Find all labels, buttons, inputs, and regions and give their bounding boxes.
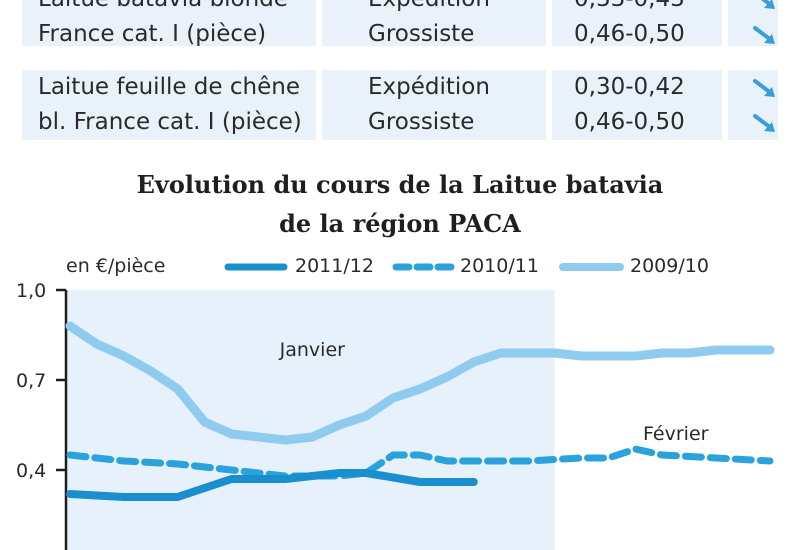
y-axis-unit: en €/pièce [66, 255, 166, 277]
market-stage: Expédition [368, 74, 490, 100]
column-divider [546, 70, 552, 140]
legend-label: 2009/10 [630, 255, 709, 277]
series-line-2010-11 [66, 445, 774, 480]
month-shading [66, 290, 555, 550]
y-tick-label: 0,7 [16, 370, 46, 392]
price-range: 0,33-0,43 [574, 0, 685, 17]
column-divider [722, 70, 728, 140]
column-divider [316, 0, 322, 46]
legend-label: 2010/11 [460, 255, 539, 277]
y-tick-label: 0,4 [16, 460, 46, 482]
trend-down-icon [761, 0, 775, 9]
price-range: 0,46-0,50 [574, 21, 685, 47]
column-divider [546, 0, 552, 46]
trend-down-icon [753, 79, 775, 97]
month-label: Février [643, 423, 709, 445]
series-line-2009-10 [65, 321, 775, 445]
column-divider [316, 70, 322, 140]
chart-title: Evolution du cours de la Laitue batavia [136, 170, 664, 199]
column-divider [722, 0, 728, 46]
product-grade: bl. France cat. I (pièce) [38, 109, 302, 135]
market-stage: Expédition [368, 0, 490, 17]
chart-subtitle: de la région PACA [279, 209, 521, 238]
y-tick-label: 1,0 [16, 280, 46, 302]
month-label: Janvier [279, 339, 346, 361]
price-range: 0,30-0,42 [574, 74, 685, 100]
trend-down-icon [753, 114, 775, 132]
price-range: 0,46-0,50 [574, 109, 685, 135]
table-row: Laitue feuille de chêne bl. France cat. … [22, 70, 778, 140]
product-name: Laitue batavia blonde [38, 0, 288, 17]
market-stage: Grossiste [368, 109, 475, 135]
series-line-2011-12 [66, 469, 478, 501]
table-row: Laitue batavia blonde France cat. I (piè… [22, 0, 778, 47]
market-stage: Grossiste [368, 21, 475, 47]
trend-down-icon [753, 26, 775, 44]
product-name: Laitue feuille de chêne [38, 74, 300, 100]
price-table: Laitue batavia blonde France cat. I (piè… [0, 0, 800, 150]
product-grade: France cat. I (pièce) [38, 21, 267, 47]
legend-label: 2011/12 [295, 255, 374, 277]
